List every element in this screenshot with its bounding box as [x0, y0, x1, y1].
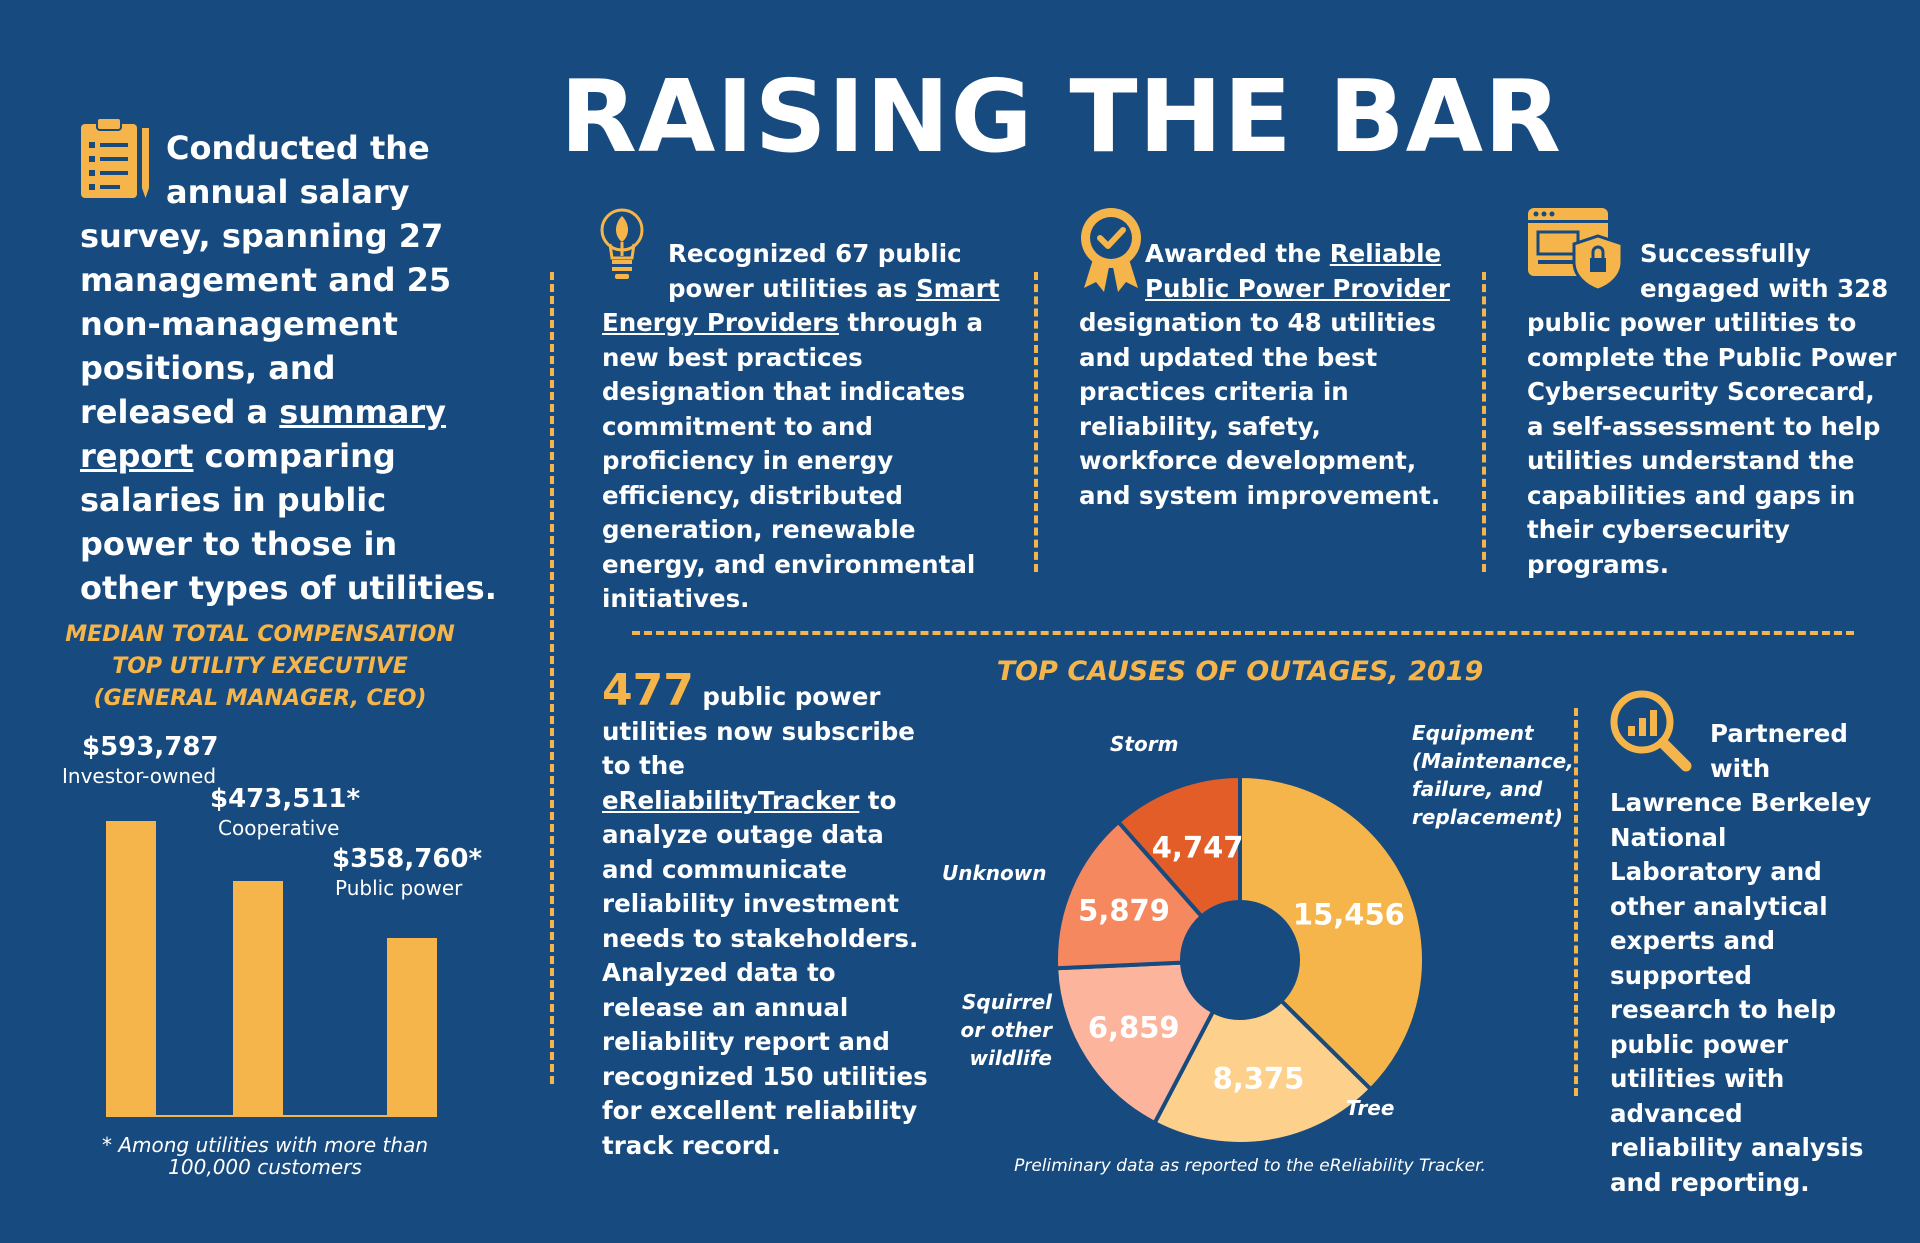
- bar-category-label: Investor-owned: [62, 764, 217, 788]
- bar-value-label: $593,787: [82, 732, 219, 762]
- donut-slice-equipment: [1238, 773, 1426, 1093]
- subscriber-count: 477: [602, 665, 694, 716]
- cybersecurity-card: Successfully engaged with 328 public pow…: [1527, 239, 1897, 579]
- lbnl-card: Partnered with Lawrence Berkeley Nationa…: [1610, 719, 1872, 1197]
- label-equipment: Equipment (Maintenance, failure, and rep…: [1412, 721, 1574, 829]
- divider-top-middle: [1034, 272, 1038, 572]
- bar-public-power: [387, 938, 437, 1116]
- magnifier-chart-icon: [1610, 690, 1692, 772]
- intro-body-end: comparing salaries in public power to th…: [80, 437, 497, 607]
- reliable-provider-card: Awarded the Reliable Public Power Provid…: [1079, 237, 1459, 513]
- intro-body: survey, spanning 27 management and 25 no…: [80, 217, 452, 431]
- divider-bottom-right: [1574, 708, 1578, 1096]
- donut-value-label: 8,375: [1213, 1062, 1305, 1096]
- bar-category-label: Cooperative: [218, 816, 340, 840]
- divider-horizontal: [632, 631, 1854, 635]
- bar-cooperative: [233, 881, 283, 1116]
- donut-slice-squirrel: [1054, 960, 1216, 1126]
- outage-chart-title: TOP CAUSES OF OUTAGES, 2019: [996, 656, 1484, 687]
- ereliability-tracker-link[interactable]: eReliabilityTracker: [602, 785, 860, 815]
- bar-chart-baseline: [106, 1115, 437, 1117]
- donut-slice-storm: [1115, 773, 1242, 920]
- lightbulb-icon: [600, 208, 644, 279]
- divider-left: [550, 272, 554, 1084]
- bar-category-label: Public power: [335, 876, 463, 900]
- ereliability-card: 477 public power utilities now subscribe…: [602, 665, 928, 1160]
- intro-text: Conducted the annual salary survey, span…: [80, 126, 500, 610]
- bar-value-label: $358,760*: [332, 844, 483, 874]
- energy-providers-link[interactable]: Energy Providers: [602, 308, 839, 337]
- page-title: RAISING THE BAR: [560, 58, 1563, 175]
- public-power-provider-link[interactable]: Public Power Provider: [1145, 273, 1450, 303]
- award-ribbon-icon: [1081, 208, 1141, 292]
- cyber-shield-icon: [1528, 208, 1624, 292]
- reliable-link[interactable]: Reliable: [1329, 239, 1442, 268]
- bar-value-label: $473,511*: [210, 784, 361, 814]
- donut-value-label: 5,879: [1078, 894, 1170, 928]
- smart-energy-card: Recognized 67 public power utilities as …: [602, 239, 1000, 613]
- smart-link[interactable]: Smart: [916, 273, 1000, 303]
- donut-value-label: 6,859: [1088, 1011, 1180, 1045]
- clipboard-icon: [81, 117, 149, 198]
- bar-investor-owned: [106, 821, 156, 1116]
- compensation-title: MEDIAN TOTAL COMPENSATION TOP UTILITY EX…: [65, 622, 455, 711]
- label-storm: Storm: [1110, 732, 1179, 756]
- donut-value-label: 4,747: [1152, 831, 1244, 865]
- summary-report-link[interactable]: summary report: [80, 393, 447, 475]
- donut-value-label: 15,456: [1293, 898, 1405, 932]
- label-tree: Tree: [1346, 1096, 1395, 1120]
- donut-slice-tree: [1151, 997, 1374, 1146]
- label-squirrel: Squirrel or other wildlife: [960, 990, 1052, 1070]
- donut-slice-unknown: [1054, 819, 1205, 971]
- intro-line1: Conducted the: [166, 129, 430, 167]
- outage-donut-chart: 15,456 8,375 6,859 5,879 4,747: [1054, 773, 1426, 1146]
- outage-chart-note: Preliminary data as reported to the eRel…: [1014, 1156, 1486, 1176]
- intro-line2: annual salary: [166, 173, 410, 211]
- divider-top-right: [1482, 272, 1486, 572]
- label-unknown: Unknown: [942, 861, 1047, 885]
- compensation-footnote: * Among utilities with more than 100,000…: [102, 1133, 428, 1179]
